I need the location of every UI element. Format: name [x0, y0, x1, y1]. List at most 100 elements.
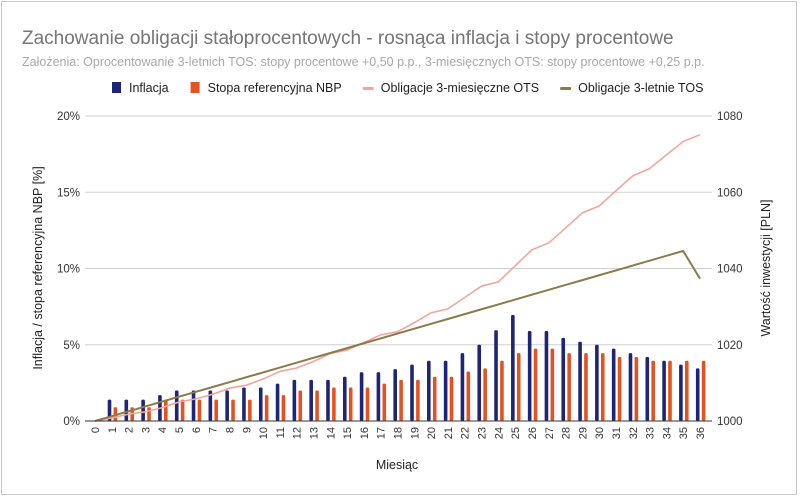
legend-label: Obligacje 3-miesięczne OTS — [381, 81, 539, 95]
x-tick-label: 15 — [342, 427, 354, 439]
bar-stopa-nbp — [399, 379, 403, 421]
bar-inflacja — [511, 315, 515, 421]
bar-stopa-nbp — [164, 399, 168, 421]
x-tick-label: 17 — [376, 427, 388, 439]
bar-stopa-nbp — [684, 360, 689, 421]
legend: Inflacja Stopa referencyjna NBP Obligacje … — [112, 81, 703, 95]
bar-inflacja — [695, 368, 700, 421]
chart-title: Zachowanie obligacji stałoprocentowych -… — [22, 28, 674, 49]
y-axis-right-title: Wartość inwestycji [PLN] — [759, 199, 773, 336]
lines — [94, 133, 701, 422]
x-tick-label: 20 — [426, 427, 438, 439]
bar-inflacja — [628, 353, 633, 421]
bar-stopa-nbp — [315, 390, 319, 421]
bar-stopa-nbp — [147, 407, 151, 421]
bar-stopa-nbp — [449, 376, 454, 421]
x-tick-label: 9 — [241, 427, 253, 433]
bar-inflacja — [494, 330, 498, 421]
bar-inflacja — [561, 337, 566, 421]
x-tick-label: 16 — [359, 427, 371, 439]
legend-swatch — [362, 87, 374, 90]
y-tick-right: 1060 — [717, 187, 743, 199]
bar-stopa-nbp — [332, 387, 336, 421]
bar-inflacja — [544, 331, 549, 421]
bar-inflacja — [595, 344, 599, 421]
bar-stopa-nbp — [483, 368, 487, 421]
bar-stopa-nbp — [600, 353, 605, 421]
bar-inflacja — [242, 387, 246, 421]
y-tick-left: 15% — [57, 187, 80, 199]
x-tick-label: 2 — [124, 427, 136, 433]
bar-inflacja — [275, 383, 280, 421]
bar-inflacja — [326, 379, 330, 421]
x-tick-label: 26 — [527, 427, 539, 439]
bar-stopa-nbp — [416, 379, 420, 421]
bar-inflacja — [477, 344, 482, 421]
line-tos — [94, 249, 701, 422]
bar-inflacja — [258, 387, 263, 421]
x-tick-label: 4 — [157, 427, 169, 433]
bar-stopa-nbp — [197, 399, 202, 421]
bar-inflacja — [191, 390, 196, 421]
bar-inflacja — [527, 331, 532, 421]
x-tick-label: 8 — [224, 427, 236, 433]
bar-inflacja — [679, 364, 683, 421]
y-tick-right: 1020 — [717, 340, 743, 352]
bar-stopa-nbp — [634, 356, 639, 421]
x-tick-label: 31 — [611, 427, 623, 439]
y-tick-left: 10% — [57, 264, 80, 276]
x-tick-label: 19 — [409, 427, 421, 439]
gridlines — [85, 115, 712, 346]
y-tick-left: 0% — [63, 416, 80, 428]
x-tick-label: 5 — [174, 427, 186, 433]
bar-inflacja — [578, 341, 582, 421]
bar-inflacja — [460, 353, 465, 421]
bar-stopa-nbp — [651, 360, 655, 421]
y-tick-right: 1040 — [717, 264, 743, 276]
legend-swatch — [112, 82, 121, 93]
bar-stopa-nbp — [516, 353, 521, 421]
bar-inflacja — [662, 360, 666, 421]
bar-stopa-nbp — [180, 399, 185, 421]
y-tick-left: 5% — [63, 340, 80, 352]
bar-inflacja — [410, 364, 414, 421]
bar-inflacja — [141, 399, 145, 421]
x-tick-label: 23 — [477, 427, 489, 439]
bar-stopa-nbp — [432, 376, 437, 421]
x-tick-label: 10 — [258, 427, 270, 439]
x-tick-label: 0 — [90, 427, 102, 433]
bar-stopa-nbp — [584, 353, 588, 421]
x-tick-label: 24 — [493, 427, 505, 439]
x-tick-label: 6 — [191, 427, 203, 433]
bar-stopa-nbp — [264, 395, 269, 421]
bar-inflacja — [174, 390, 179, 421]
bar-inflacja — [208, 390, 213, 421]
bar-stopa-nbp — [567, 353, 571, 421]
x-tick-label: 3 — [140, 427, 152, 433]
bar-stopa-nbp — [231, 399, 235, 421]
bar-stopa-nbp — [617, 356, 622, 421]
bar-inflacja — [124, 399, 129, 421]
x-tick-label: 30 — [594, 427, 606, 439]
y-tick-right: 1080 — [717, 111, 743, 123]
bar-inflacja — [309, 379, 313, 421]
bar-inflacja — [611, 348, 616, 421]
bar-inflacja — [225, 390, 229, 421]
x-tick-label: 7 — [208, 427, 220, 433]
bar-inflacja — [376, 372, 381, 421]
legend-label: Inflacja — [129, 81, 169, 95]
legend-swatch — [190, 82, 200, 93]
x-tick-label: 35 — [678, 427, 690, 439]
chart-subtitle: Założenia: Oprocentowanie 3-letnich TOS:… — [22, 55, 705, 69]
bar-stopa-nbp — [550, 348, 555, 421]
bar-inflacja — [342, 376, 347, 421]
x-tick-label: 29 — [577, 427, 589, 439]
x-axis-title: Miesiąc — [376, 458, 418, 472]
bar-stopa-nbp — [248, 399, 252, 421]
x-tick-label: 14 — [325, 427, 337, 439]
bar-inflacja — [393, 369, 397, 421]
x-tick-label: 33 — [645, 427, 657, 439]
x-tick-label: 21 — [443, 427, 455, 439]
